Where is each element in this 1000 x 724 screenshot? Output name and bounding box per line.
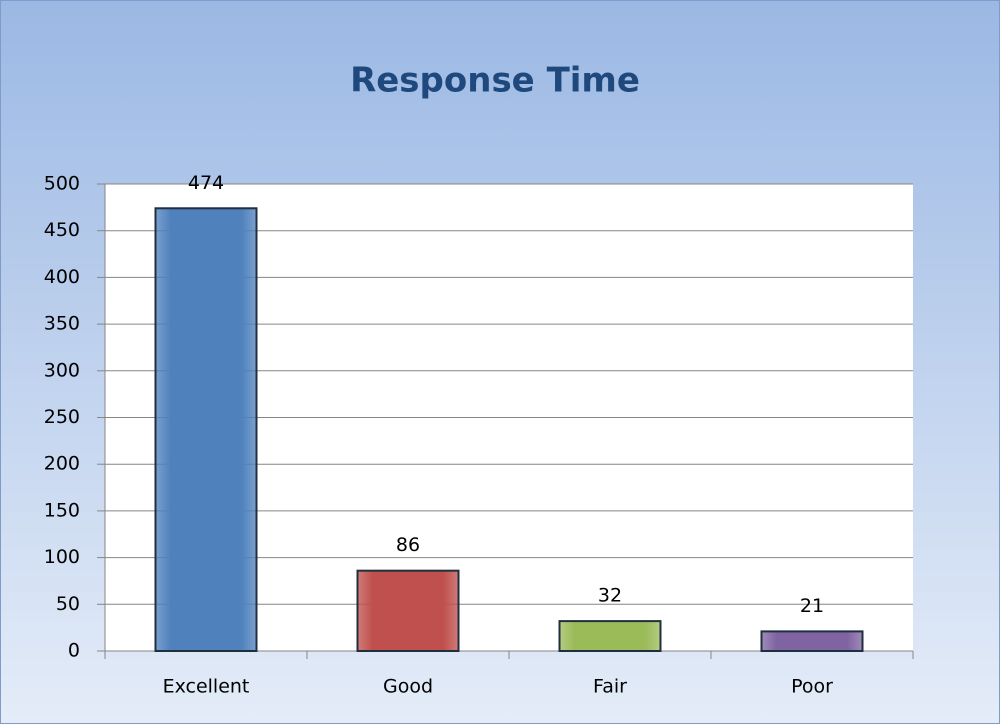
x-tick-label: Excellent — [163, 676, 250, 698]
y-tick-label: 50 — [56, 593, 80, 615]
y-tick-label: 450 — [44, 219, 80, 241]
y-tick-label: 150 — [44, 499, 80, 521]
bar — [356, 569, 460, 653]
bar — [760, 630, 864, 652]
data-label: 21 — [800, 595, 824, 617]
data-label: 32 — [598, 585, 622, 607]
bar — [558, 620, 662, 652]
bar — [154, 207, 258, 652]
y-tick-label: 250 — [44, 406, 80, 428]
y-tick-label: 200 — [44, 453, 80, 475]
y-tick-label: 300 — [44, 359, 80, 381]
chart-title: Response Time — [350, 61, 640, 101]
y-tick-label: 350 — [44, 313, 80, 335]
x-tick-label: Poor — [791, 676, 833, 698]
y-tick-label: 500 — [44, 173, 80, 195]
x-tick-label: Good — [383, 676, 433, 698]
y-tick-label: 0 — [68, 640, 80, 662]
data-label: 86 — [396, 534, 420, 556]
y-tick-label: 400 — [44, 266, 80, 288]
data-label: 474 — [188, 172, 224, 194]
x-tick-label: Fair — [593, 676, 627, 698]
y-tick-label: 100 — [44, 546, 80, 568]
